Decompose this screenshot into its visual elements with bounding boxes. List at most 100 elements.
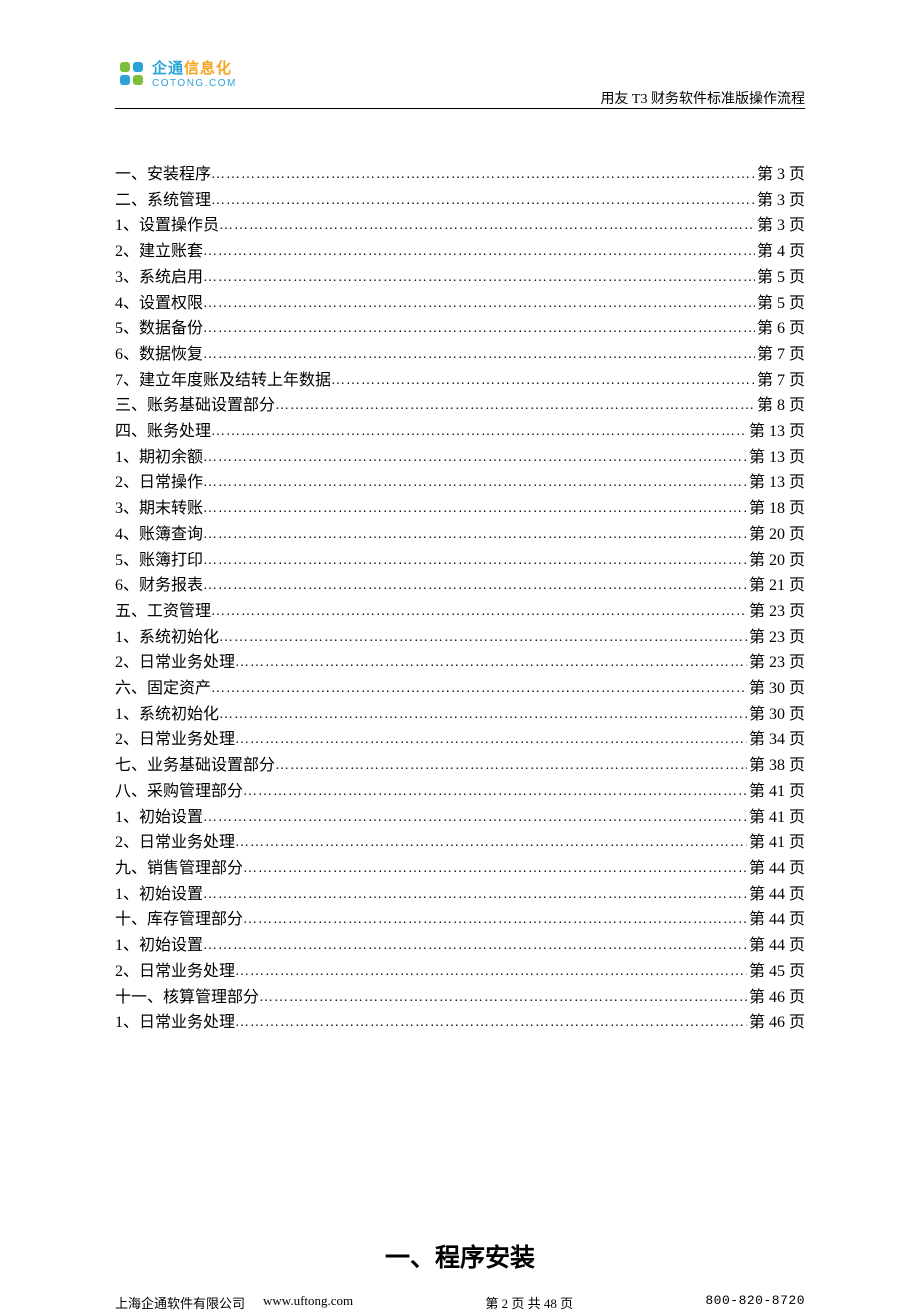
toc-label: 一、安装程序 [115,163,211,188]
toc-row: 7、建立年度账及结转上年数据 第 7 页 [115,369,805,395]
toc-row: 2、日常操作 第 13 页 [115,471,805,497]
toc-label: 2、日常业务处理 [115,960,235,985]
toc-label: 1、期初余额 [115,446,203,471]
toc-label: 1、初始设置 [115,806,203,831]
toc-label: 4、账簿查询 [115,523,203,548]
toc-page: 第 21 页 [747,574,805,599]
toc-page: 第 46 页 [747,986,805,1011]
toc-leader [243,857,747,882]
toc-leader [235,728,747,753]
toc-leader [211,600,747,625]
toc-row: 1、期初余额 第 13 页 [115,446,805,472]
toc-label: 3、期末转账 [115,497,203,522]
toc-row: 5、数据备份 第 6 页 [115,317,805,343]
toc-page: 第 44 页 [747,857,805,882]
toc-page: 第 46 页 [747,1011,805,1036]
toc-label: 七、业务基础设置部分 [115,754,275,779]
toc-page: 第 7 页 [755,343,805,368]
toc-leader [203,806,747,831]
toc-page: 第 18 页 [747,497,805,522]
toc-label: 1、日常业务处理 [115,1011,235,1036]
toc-label: 6、数据恢复 [115,343,203,368]
toc-page: 第 4 页 [755,240,805,265]
toc-leader [219,703,747,728]
toc-leader [219,626,747,651]
toc-leader [243,780,747,805]
toc-leader [243,908,747,933]
footer-pager: 第 2 页 共 48 页 [353,1293,705,1312]
toc-row: 二、系统管理 第 3 页 [115,189,805,215]
toc-leader [203,292,755,317]
toc-row: 1、系统初始化 第 30 页 [115,703,805,729]
toc-row: 1、系统初始化 第 23 页 [115,626,805,652]
toc-row: 一、安装程序 第 3 页 [115,163,805,189]
toc-leader [203,574,747,599]
toc-label: 1、设置操作员 [115,214,219,239]
toc-row: 1、日常业务处理 第 46 页 [115,1011,805,1037]
toc-leader [203,523,747,548]
toc-leader [211,189,755,214]
toc-leader [211,420,747,445]
toc-row: 2、日常业务处理 第 34 页 [115,728,805,754]
toc-page: 第 3 页 [755,189,805,214]
toc-label: 3、系统启用 [115,266,203,291]
toc-row: 九、销售管理部分第 44 页 [115,857,805,883]
toc-row: 十、库存管理部分第 44 页 [115,908,805,934]
toc-page: 第 7 页 [755,369,805,394]
toc-page: 第 44 页 [747,883,805,908]
toc-row: 6、数据恢复 第 7 页 [115,343,805,369]
toc-page: 第 3 页 [755,163,805,188]
logo-cn-part1: 企通 [152,61,184,77]
toc-page: 第 20 页 [747,549,805,574]
toc-page: 第 6 页 [755,317,805,342]
toc-leader [203,266,755,291]
toc-label: 八、采购管理部分 [115,780,243,805]
toc-leader [235,960,747,985]
toc-label: 7、建立年度账及结转上年数据 [115,369,331,394]
toc-page: 第 23 页 [747,651,805,676]
toc-row: 1、初始设置 第 44 页 [115,883,805,909]
toc-leader [275,754,747,779]
toc-leader [331,369,755,394]
toc-label: 二、系统管理 [115,189,211,214]
header-rule [115,108,805,109]
toc-leader [203,549,747,574]
toc-leader [275,394,755,419]
toc-page: 第 20 页 [747,523,805,548]
toc-row: 十一、核算管理部分第 46 页 [115,986,805,1012]
toc-label: 三、账务基础设置部分 [115,394,275,419]
toc-leader [211,677,747,702]
toc-leader [211,163,755,188]
toc-leader [259,986,747,1011]
toc-leader [203,317,755,342]
table-of-contents: 一、安装程序第 3 页二、系统管理第 3 页1、设置操作员 第 3 页2、建立账… [115,163,805,1037]
toc-row: 4、设置权限 第 5 页 [115,292,805,318]
toc-label: 1、初始设置 [115,883,203,908]
toc-leader [235,1011,747,1036]
toc-label: 1、系统初始化 [115,626,219,651]
toc-label: 1、系统初始化 [115,703,219,728]
toc-row: 1、设置操作员 第 3 页 [115,214,805,240]
toc-label: 2、日常操作 [115,471,203,496]
toc-label: 2、日常业务处理 [115,651,235,676]
toc-page: 第 30 页 [747,677,805,702]
toc-row: 2、日常业务处理 第 41 页 [115,831,805,857]
toc-label: 2、日常业务处理 [115,728,235,753]
toc-row: 1、初始设置 第 44 页 [115,934,805,960]
toc-row: 七、业务基础设置部分第 38 页 [115,754,805,780]
toc-row: 五、工资管理 第 23 页 [115,600,805,626]
toc-label: 2、日常业务处理 [115,831,235,856]
footer-company: 上海企通软件有限公司 [115,1293,245,1312]
toc-label: 四、账务处理 [115,420,211,445]
logo-text: 企通信息化 COTONG.COM [152,62,237,89]
toc-leader [235,651,747,676]
toc-page: 第 41 页 [747,806,805,831]
logo-cn: 企通信息化 [152,62,237,77]
toc-row: 3、期末转账 第 18 页 [115,497,805,523]
toc-page: 第 13 页 [747,471,805,496]
toc-label: 六、固定资产 [115,677,211,702]
toc-row: 六、固定资产 第 30 页 [115,677,805,703]
document-title: 用友 T3 财务软件标准版操作流程 [600,88,805,108]
toc-label: 6、财务报表 [115,574,203,599]
toc-page: 第 23 页 [747,600,805,625]
